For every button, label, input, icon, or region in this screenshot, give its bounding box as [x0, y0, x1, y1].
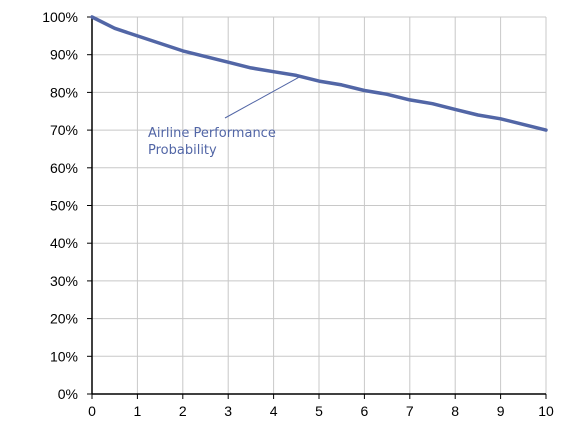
y-tick-label: 80%	[50, 84, 78, 100]
x-tick-label: 3	[224, 403, 232, 419]
ticks: 0% 10% 20% 30% 40% 50% 60% 70% 80% 90% 100% 0 1 2 3 4 5 6…	[42, 9, 554, 419]
y-tick-label: 70%	[50, 122, 78, 138]
y-tick-label: 10%	[50, 348, 78, 364]
y-tick-label: 20%	[50, 311, 78, 327]
y-tick-label: 100%	[42, 9, 78, 25]
x-tick-label: 4	[270, 403, 278, 419]
annotation-leader-line	[224, 75, 302, 119]
annotation-label: Probability	[148, 143, 217, 158]
y-tick-label: 40%	[50, 235, 78, 251]
x-tick-label: 5	[315, 403, 323, 419]
x-tick-label: 10	[538, 403, 554, 419]
y-tick-label: 50%	[50, 198, 78, 214]
x-tick-label: 7	[406, 403, 414, 419]
y-tick-label: 30%	[50, 273, 78, 289]
x-tick-label: 8	[451, 403, 459, 419]
annotations: Airline Performance Probability	[148, 75, 302, 158]
grid	[91, 16, 547, 395]
annotation-label: Airline Performance	[148, 126, 276, 141]
y-tick-label: 60%	[50, 160, 78, 176]
y-tick-label: 90%	[50, 47, 78, 63]
x-tick-label: 1	[134, 403, 142, 419]
y-tick-label: 0%	[58, 386, 78, 402]
x-tick-label: 0	[88, 403, 96, 419]
x-tick-label: 9	[497, 403, 505, 419]
series-group	[90, 15, 548, 132]
x-tick-label: 6	[361, 403, 369, 419]
x-tick-label: 2	[179, 403, 187, 419]
series-line	[90, 15, 548, 132]
